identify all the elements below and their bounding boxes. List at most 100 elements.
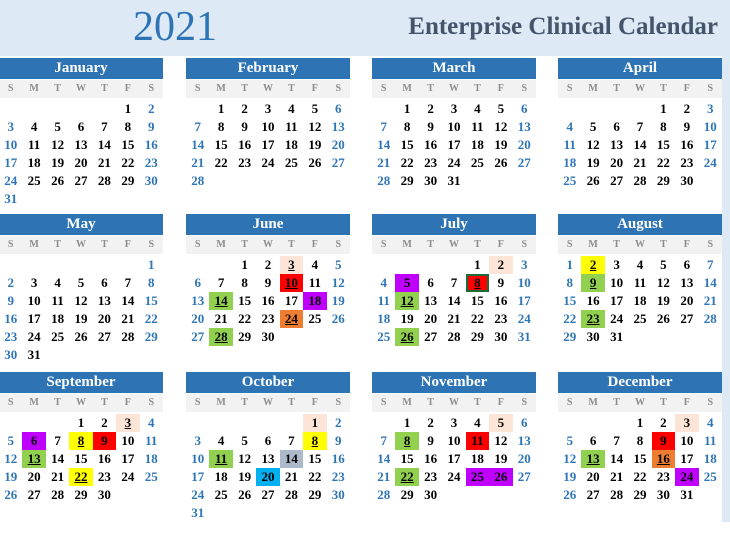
day-cell[interactable]: 7 <box>194 119 201 134</box>
day-cell[interactable]: 2 <box>241 101 248 116</box>
day-cell[interactable]: 14 <box>377 451 391 466</box>
day-cell[interactable]: 24 <box>447 469 461 484</box>
day-cell[interactable]: 6 <box>335 101 342 116</box>
day-cell[interactable]: 8 <box>636 433 644 448</box>
day-cell[interactable]: 3 <box>450 101 458 116</box>
day-cell[interactable]: 11 <box>377 293 390 308</box>
day-cell[interactable]: 30 <box>424 173 438 188</box>
day-cell[interactable]: 22 <box>308 469 322 484</box>
day-cell[interactable]: 19 <box>494 137 508 152</box>
day-cell[interactable]: 7 <box>636 119 644 134</box>
day-cell[interactable]: 21 <box>610 469 624 484</box>
day-cell[interactable]: 30 <box>261 329 275 344</box>
day-cell[interactable]: 17 <box>517 293 531 308</box>
day-cell[interactable]: 17 <box>261 137 275 152</box>
day-cell[interactable]: 21 <box>703 293 717 308</box>
day-cell[interactable]: 11 <box>145 433 158 448</box>
day-cell[interactable]: 16 <box>494 293 508 308</box>
day-cell[interactable]: 26 <box>51 173 65 188</box>
day-cell[interactable]: 22 <box>395 468 419 486</box>
day-cell[interactable]: 9 <box>148 119 155 134</box>
day-cell[interactable]: 7 <box>124 275 132 290</box>
day-cell[interactable]: 30 <box>331 487 345 502</box>
day-cell[interactable]: 28 <box>209 328 233 346</box>
day-cell[interactable]: 29 <box>633 487 647 502</box>
day-cell[interactable]: 18 <box>284 137 298 152</box>
day-cell[interactable]: 14 <box>97 137 111 152</box>
day-cell[interactable]: 17 <box>447 451 461 466</box>
day-cell[interactable]: 26 <box>395 328 419 346</box>
day-cell[interactable]: 14 <box>279 450 304 468</box>
day-cell[interactable]: 16 <box>586 293 600 308</box>
day-cell[interactable]: 14 <box>209 292 233 310</box>
day-cell[interactable]: 5 <box>395 274 419 292</box>
day-cell[interactable]: 1 <box>124 101 132 116</box>
day-cell[interactable]: 2 <box>335 415 342 430</box>
day-cell[interactable]: 15 <box>633 451 647 466</box>
day-cell[interactable]: 27 <box>424 329 438 344</box>
day-cell[interactable]: 10 <box>4 137 18 152</box>
day-cell[interactable]: 26 <box>238 487 252 502</box>
day-cell[interactable]: 13 <box>191 293 205 308</box>
day-cell[interactable]: 24 <box>517 311 531 326</box>
day-cell[interactable]: 21 <box>633 155 647 170</box>
day-cell[interactable]: 5 <box>566 433 573 448</box>
day-cell[interactable]: 11 <box>633 275 647 290</box>
day-cell[interactable]: 1 <box>217 101 225 116</box>
day-cell[interactable]: 2 <box>489 256 513 274</box>
day-cell[interactable]: 6 <box>77 119 85 134</box>
day-cell[interactable]: 15 <box>656 137 670 152</box>
day-cell[interactable]: 1 <box>403 415 411 430</box>
day-cell[interactable]: 19 <box>238 469 252 484</box>
day-cell[interactable]: 5 <box>335 257 342 272</box>
day-cell[interactable]: 17 <box>4 155 18 170</box>
day-cell[interactable]: 21 <box>191 155 205 170</box>
day-cell[interactable]: 23 <box>261 311 275 326</box>
day-cell[interactable]: 16 <box>144 137 158 152</box>
day-cell[interactable]: 22 <box>144 311 158 326</box>
day-cell[interactable]: 23 <box>331 469 345 484</box>
day-cell[interactable]: 25 <box>377 329 391 344</box>
day-cell[interactable]: 9 <box>335 433 342 448</box>
day-cell[interactable]: 7 <box>54 433 61 448</box>
day-cell[interactable]: 4 <box>217 433 225 448</box>
day-cell[interactable]: 28 <box>97 173 111 188</box>
day-cell[interactable]: 12 <box>494 119 508 134</box>
day-cell[interactable]: 20 <box>424 311 438 326</box>
day-cell[interactable]: 13 <box>581 450 605 468</box>
day-cell[interactable]: 24 <box>27 329 41 344</box>
day-cell[interactable]: 23 <box>4 329 18 344</box>
day-cell[interactable]: 17 <box>284 293 298 308</box>
day-cell[interactable]: 29 <box>656 173 670 188</box>
day-cell[interactable]: 22 <box>470 311 484 326</box>
day-cell[interactable]: 19 <box>308 137 322 152</box>
day-cell[interactable]: 6 <box>194 275 201 290</box>
day-cell[interactable]: 9 <box>241 119 248 134</box>
day-cell[interactable]: 31 <box>680 487 694 502</box>
day-cell[interactable]: 29 <box>121 173 135 188</box>
day-cell[interactable]: 3 <box>521 257 528 272</box>
day-cell[interactable]: 15 <box>470 293 484 308</box>
day-cell[interactable]: 1 <box>403 101 411 116</box>
day-cell[interactable]: 24 <box>4 173 18 188</box>
day-cell[interactable]: 13 <box>261 451 275 466</box>
day-cell[interactable]: 19 <box>586 155 600 170</box>
day-cell[interactable]: 25 <box>214 487 228 502</box>
day-cell[interactable]: 19 <box>4 469 18 484</box>
day-cell[interactable]: 15 <box>144 293 158 308</box>
day-cell[interactable]: 23 <box>494 311 508 326</box>
day-cell[interactable]: 27 <box>586 487 600 502</box>
day-cell[interactable]: 13 <box>610 137 624 152</box>
day-cell[interactable]: 9 <box>581 274 605 292</box>
day-cell[interactable]: 24 <box>121 469 135 484</box>
day-cell[interactable]: 11 <box>27 137 41 152</box>
day-cell[interactable]: 10 <box>680 433 694 448</box>
day-cell[interactable]: 18 <box>214 469 228 484</box>
day-cell[interactable]: 27 <box>261 487 275 502</box>
day-cell[interactable]: 29 <box>563 329 577 344</box>
day-cell[interactable]: 4 <box>311 257 319 272</box>
day-cell[interactable]: 1 <box>241 257 248 272</box>
day-cell[interactable]: 26 <box>489 468 513 486</box>
day-cell[interactable]: 16 <box>424 451 438 466</box>
day-cell[interactable]: 28 <box>377 487 391 502</box>
